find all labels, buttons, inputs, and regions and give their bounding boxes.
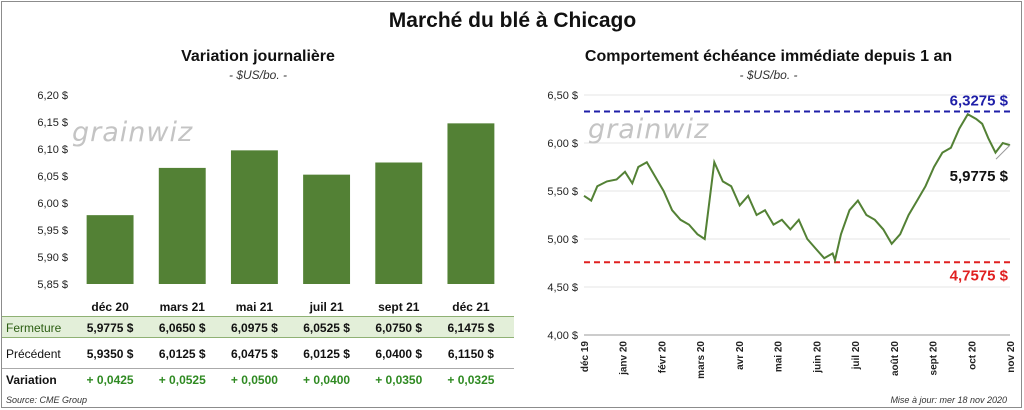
y-tick-label: 6,15 $ (37, 117, 68, 129)
bar (375, 162, 423, 284)
table-cell: 6,0750 $ (375, 321, 423, 335)
table-cell: + 0,0350 (375, 373, 423, 387)
bar (86, 215, 134, 284)
y-tick-label: 6,50 $ (547, 90, 578, 102)
table-cell: 5,9775 $ (86, 321, 134, 335)
table-cell: + 0,0425 (86, 373, 134, 387)
x-tick-label: mai 20 (774, 341, 785, 373)
left-unit: - $US/bo. - (228, 68, 288, 82)
table-cell: 6,1475 $ (447, 321, 495, 335)
y-tick-label: 6,10 $ (37, 144, 68, 156)
table-cell: 6,1150 $ (447, 347, 494, 361)
table-cell: + 0,0525 (158, 373, 206, 387)
variation-label: Variation (6, 373, 57, 387)
last-value-label: 5,9775 $ (950, 168, 1009, 185)
close-row: Fermeture 5,9775 $ 6,0650 $ 6,0975 $ 6,0525… (2, 316, 514, 338)
previous-label: Précédent (6, 347, 61, 361)
y-tick-label: 5,85 $ (37, 279, 68, 291)
y-tick-label: 6,20 $ (37, 90, 68, 102)
right-unit: - $US/bo. - (739, 68, 798, 82)
bar (158, 167, 206, 284)
bar-chart: 6,20 $ 6,15 $ 6,10 $ 6,05 $ 6,00 $ 5,95 $ 5,90… (37, 90, 495, 314)
table-cell: 6,0125 $ (303, 347, 350, 361)
price-line (583, 112, 1011, 264)
y-tick-label: 5,00 $ (547, 234, 578, 246)
table-cell: + 0,0500 (230, 373, 278, 387)
x-tick-label: avr 20 (735, 341, 746, 370)
x-tick-label: juil 20 (851, 341, 862, 371)
left-watermark: grainwiz (72, 117, 193, 148)
x-tick-label: sept 20 (929, 341, 940, 376)
bar (303, 174, 351, 284)
table-cell: + 0,0325 (447, 373, 495, 387)
x-tick-label: déc 21 (452, 300, 490, 314)
y-tick-label: 5,90 $ (37, 252, 68, 264)
table-cell: 6,0975 $ (231, 321, 278, 335)
watermark-text-b: wiz (146, 117, 194, 148)
x-tick-label: déc 19 (580, 341, 591, 373)
x-tick-label: sept 21 (378, 300, 420, 314)
left-subtitle: Variation journalière (181, 48, 335, 65)
bar (447, 123, 495, 284)
line-chart: 6,50 $ 6,00 $ 5,50 $ 5,00 $ 4,50 $ 4,00 $ déc… (547, 90, 1017, 379)
table-cell: 6,0400 $ (375, 347, 423, 361)
variation-row: Variation + 0,0425 + 0,0525 + 0,0500 + 0,04… (2, 368, 514, 390)
x-tick-label: oct 20 (967, 341, 978, 370)
y-tick-label: 6,05 $ (37, 171, 68, 183)
table-cell: 6,0125 $ (158, 347, 206, 361)
y-tick-label: 6,00 $ (37, 198, 68, 210)
y-tick-label: 5,95 $ (37, 225, 68, 237)
watermark-text-a: grain (72, 117, 147, 148)
x-tick-label: mai 21 (236, 300, 274, 314)
watermark-text-a: grain (588, 114, 663, 145)
y-tick-label: 4,00 $ (547, 330, 578, 342)
table-cell: 6,0525 $ (303, 321, 350, 335)
x-tick-label: mars 21 (160, 300, 206, 314)
table-cell: 5,9350 $ (86, 347, 134, 361)
x-tick-label: juil 21 (309, 300, 344, 314)
main-title: Marché du blé à Chicago (388, 9, 637, 32)
y-tick-label: 5,50 $ (547, 186, 578, 198)
x-tick-label: mars 20 (696, 341, 707, 379)
x-tick-label: août 20 (890, 341, 901, 376)
high-label: 6,3275 $ (950, 93, 1009, 110)
x-tick-label: févr 20 (657, 341, 668, 374)
previous-row: Précédent 5,9350 $ 6,0125 $ 6,0475 $ 6,0125… (2, 343, 514, 365)
last-value-leader (995, 144, 1011, 160)
table-cell: 6,0475 $ (231, 347, 278, 361)
right-subtitle: Comportement échéance immédiate depuis 1… (584, 48, 953, 65)
source-note: Source: CME Group (6, 395, 88, 405)
table-cell: + 0,0400 (303, 373, 351, 387)
low-label: 4,7575 $ (950, 267, 1009, 284)
x-tick-label: déc 20 (91, 300, 129, 314)
right-watermark: grainwiz (588, 114, 709, 145)
update-note: Mise à jour: mer 18 nov 2020 (890, 395, 1007, 405)
x-tick-label: juin 20 (812, 341, 823, 374)
close-label: Fermeture (6, 321, 62, 335)
watermark-text-b: wiz (662, 114, 710, 145)
x-tick-label: janv 20 (619, 341, 630, 376)
y-tick-label: 6,00 $ (547, 138, 578, 150)
x-tick-label: nov 20 (1006, 341, 1017, 373)
table-cell: 6,0650 $ (158, 321, 206, 335)
y-tick-label: 4,50 $ (547, 282, 578, 294)
bar (230, 150, 278, 284)
